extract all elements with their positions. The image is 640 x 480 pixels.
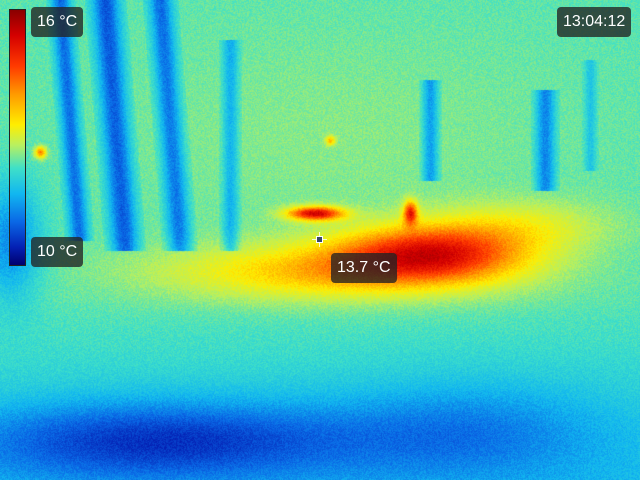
scale-min-label: 10 °C [31, 237, 84, 267]
clock-time: 13:04:12 [557, 7, 632, 37]
temperature-scale-bar [9, 9, 26, 266]
crosshair-icon[interactable] [312, 232, 327, 247]
scale-max-label: 16 °C [31, 7, 84, 37]
spot-temperature-readout: 13.7 °C [331, 253, 397, 283]
